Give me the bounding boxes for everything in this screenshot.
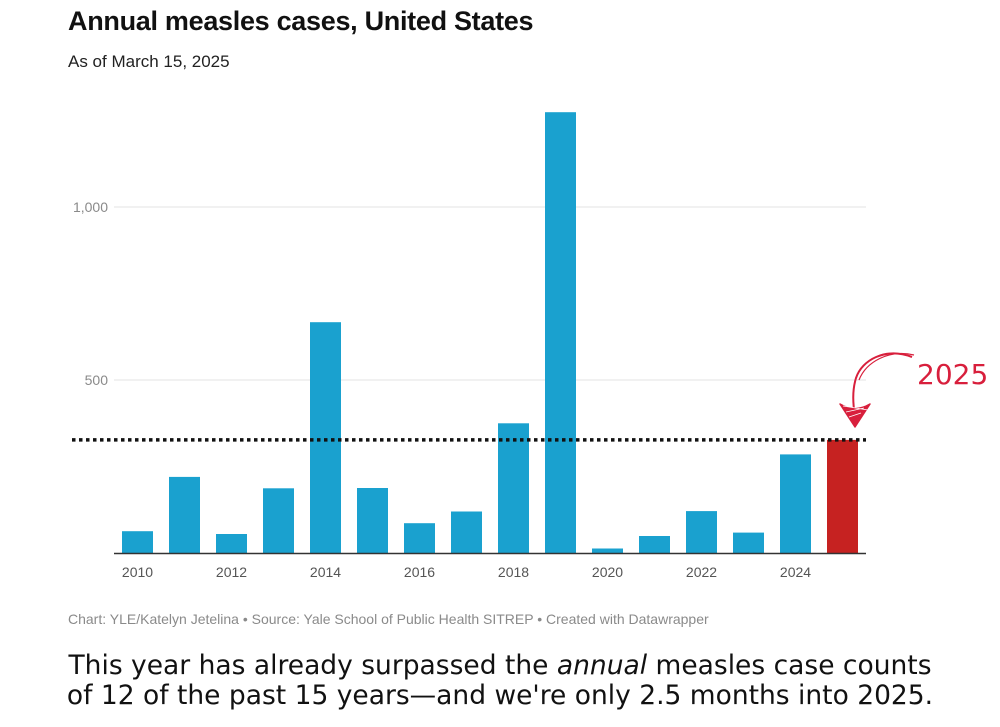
bar-2023 [733,533,764,553]
bar-2013 [263,488,294,553]
bar-2016 [404,523,435,553]
caption-line-2: of 12 of the past 15 years—and we're onl… [0,681,1000,711]
bar-2011 [169,477,200,553]
caption-line-1: This year has already surpassed the annu… [0,651,1000,681]
x-tick-label: 2022 [686,564,717,580]
annotation-arrow-head [840,404,870,427]
annotation-arrow-curve-2 [859,354,914,380]
x-tick-label: 2014 [310,564,341,580]
bars [122,112,858,553]
x-tick-label: 2020 [592,564,623,580]
bar-2024 [780,454,811,553]
bar-2017 [451,512,482,554]
bar-2012 [216,534,247,553]
bar-2015 [357,488,388,553]
bar-2014 [310,322,341,553]
y-tick-label: 1,000 [73,199,108,215]
bar-2021 [639,536,670,553]
annotation-label: 2025 [917,358,988,391]
y-tick-label: 500 [85,372,109,388]
x-tick-label: 2018 [498,564,529,580]
x-tick-label: 2024 [780,564,811,580]
x-axis: 2010 2012 2014 2016 2018 2020 2022 2024 [114,554,866,581]
bar-2019 [545,112,576,553]
chart-credit: Chart: YLE/Katelyn Jetelina • Source: Ya… [68,611,709,627]
caption-emphasis: annual [557,650,647,681]
bar-2020 [592,549,623,554]
bar-2022 [686,511,717,553]
gridlines: 500 1,000 [73,199,866,388]
caption-line-1-start: This year has already surpassed the [68,650,556,681]
bar-2025 [827,440,858,553]
x-tick-label: 2010 [122,564,153,580]
bar-2010 [122,531,153,553]
bar-chart: 500 1,000 2010 2012 2014 2016 2018 2020 2022 202… [0,0,1000,600]
x-tick-label: 2016 [404,564,435,580]
x-tick-label: 2012 [216,564,247,580]
caption-line-1-end: measles case counts [647,650,931,681]
caption: This year has already surpassed the annu… [0,651,1000,711]
bar-2018 [498,423,529,553]
annotation-group: 2025 [840,354,988,427]
